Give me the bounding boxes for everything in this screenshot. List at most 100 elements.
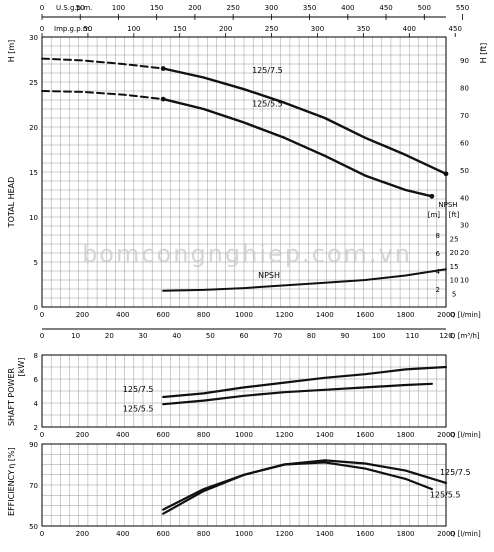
npsh-m-tick-label: 6 [435,250,440,258]
eff-xunit: Q [l/min] [450,530,481,538]
eff-xtick-label: 200 [76,530,89,538]
head-125-5.5-end-marker [429,193,435,199]
head-125-5.5-line [161,97,434,198]
head-m3h-tick-label: 70 [273,332,282,340]
eff-xtick-label: 1800 [397,530,415,538]
impgpm-tick-label: 50 [83,25,92,33]
power-xtick-label: 200 [76,431,89,439]
eff-ytick-label: 50 [29,523,38,531]
npsh-axis-unit-ft: [ft] [449,211,460,219]
eff-125-5.5-line [162,461,433,515]
power-xtick-label: 600 [157,431,170,439]
head-ft-tick-label: 80 [460,85,469,93]
npsh-line [162,268,447,292]
impgpm-tick-label: 400 [403,25,416,33]
usgpm-tick-label: 400 [341,4,354,12]
head-ft-tick-label: 90 [460,57,469,65]
eff-xtick-label: 0 [40,530,44,538]
npsh-ft-tick-label: 10 [450,277,459,285]
npsh-label: NPSH [258,271,280,280]
head-125-7.5-start-marker [160,66,166,71]
head-yunit-right: H [ft] [479,43,488,64]
usgpm-tick-label: 0 [40,4,44,12]
head-xunit: Q [l/min] [450,311,481,319]
head-m3h-tick-label: 90 [341,332,350,340]
impgpm-tick-label: 250 [265,25,278,33]
head-ytick-label: 15 [29,169,38,177]
head-xtick-label: 1000 [235,311,253,319]
power-frame [41,354,447,428]
eff-frame [41,443,447,527]
npsh-axis-unit-m: [m] [428,211,441,219]
power-125-5.5-label: 125/5.5 [123,404,154,413]
power-xtick-label: 1600 [356,431,374,439]
head-m3h-tick-label: 110 [406,332,419,340]
usgpm-tick-label: 250 [226,4,239,12]
eff-xtick-label: 600 [157,530,170,538]
power-ytick-label: 6 [34,376,39,384]
head-ft-tick-label: 30 [460,222,469,230]
power-xtick-label: 1800 [397,431,415,439]
head-m3h-tick-label: 10 [71,332,80,340]
eff-xtick-label: 1000 [235,530,253,538]
power-xtick-label: 1000 [235,431,253,439]
power-ytick-label: 2 [34,424,38,432]
power-ylabel: SHAFT POWER [7,368,16,427]
usgpm-tick-label: 350 [303,4,316,12]
head-xtick-label: 400 [116,311,129,319]
head-ylabel: TOTAL HEAD [7,177,16,229]
power-xunit: Q [l/min] [450,431,481,439]
head-ft-tick-label: 20 [460,249,469,257]
head-m3h-tick-label: 120 [439,332,452,340]
head-125-5.5-dashed [41,90,165,101]
npsh-ft-tick-label: 20 [450,249,459,257]
eff-ytick-label: 90 [29,441,38,449]
power-xtick-label: 1200 [275,431,293,439]
impgpm-tick-label: 0 [40,25,44,33]
head-125-7.5-end-marker [443,171,449,177]
npsh-m-tick-label: 2 [435,286,439,294]
eff-125-7.5-label: 125/7.5 [440,468,471,477]
impgpm-tick-label: 350 [357,25,370,33]
power-xtick-label: 2000 [437,431,455,439]
head-xtick-label: 1400 [316,311,334,319]
head-ytick-label: 20 [29,124,38,132]
usgpm-tick-label: 100 [112,4,125,12]
power-xtick-label: 1400 [316,431,334,439]
impgpm-label: Imp.g.p.m. [54,25,92,33]
head-m3h-tick-label: 30 [139,332,148,340]
eff-125-5.5-label: 125/5.5 [430,490,461,499]
power-xtick-label: 400 [116,431,129,439]
power-125-7.5-label: 125/7.5 [123,385,154,394]
usgpm-tick-label: 550 [456,4,469,12]
head-ft-tick-label: 10 [460,277,469,285]
impgpm-tick-label: 150 [173,25,186,33]
head-m3h-tick-label: 50 [206,332,215,340]
eff-xtick-label: 400 [116,530,129,538]
npsh-m-tick-label: 4 [435,268,440,276]
eff-xtick-label: 1600 [356,530,374,538]
usgpm-tick-label: 300 [265,4,278,12]
watermark-text: bomcongnghiep.com.vn [82,240,412,268]
head-m3h-tick-label: 0 [40,332,44,340]
head-ytick-label: 0 [34,304,38,312]
eff-xtick-label: 1200 [275,530,293,538]
head-m3h-tick-label: 40 [172,332,181,340]
head-xtick-label: 1800 [397,311,415,319]
eff-xtick-label: 1400 [316,530,334,538]
head-m3h-unit: Q [m³/h] [450,332,480,340]
npsh-ft-tick-label: 25 [450,235,459,243]
head-xtick-label: 1600 [356,311,374,319]
power-xtick-label: 0 [40,431,44,439]
head-ytick-label: 5 [34,259,38,267]
power-125-5.5-line [162,382,433,406]
eff-xtick-label: 800 [197,530,210,538]
head-125-7.5-label: 125/7.5 [252,66,283,75]
usgpm-tick-label: 50 [76,4,85,12]
npsh-ft-tick-label: 15 [450,263,459,271]
head-125-5.5-label: 125/5.5 [252,99,283,108]
npsh-ft-tick-label: 5 [452,290,456,298]
head-m3h-tick-label: 80 [307,332,316,340]
head-ytick-label: 30 [29,34,38,42]
